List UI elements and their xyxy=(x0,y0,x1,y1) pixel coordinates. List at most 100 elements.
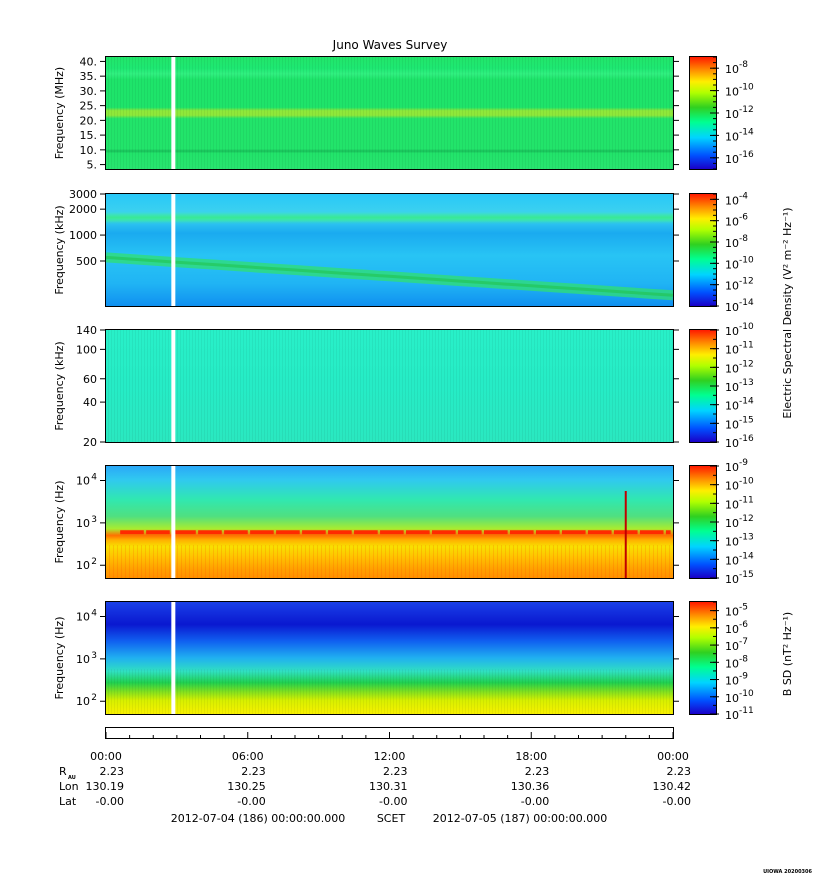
colorbar-tick-exponent: -10 xyxy=(739,477,754,487)
lowfreq-noise xyxy=(106,545,673,578)
y-tick-label: 10 xyxy=(76,517,90,530)
colorbar-tick-exponent: -9 xyxy=(739,672,748,682)
y-tick-exponent: 3 xyxy=(91,651,97,661)
colorbar-tick-exponent: -12 xyxy=(739,514,754,524)
colorbar-tick-label: 10 xyxy=(725,301,739,314)
y-axis-label: Frequency (Hz) xyxy=(53,481,66,564)
end-date: 2012-07-05 (187) 00:00:00.000 xyxy=(433,812,607,825)
colorbar-tick-exponent: -16 xyxy=(739,434,754,444)
colorbar-tick-exponent: -8 xyxy=(739,60,748,70)
y-tick-label: 10 xyxy=(76,653,90,666)
figure-title: Juno Waves Survey xyxy=(332,38,448,52)
panels: 40. 35. 30. 25.20. 15. 10. 5. Frequency (MHz) 10… xyxy=(53,55,754,722)
colorbar-tick-label: 10 xyxy=(725,237,739,250)
y-tick-exponent: 2 xyxy=(91,693,97,703)
time-axis-ticks xyxy=(105,732,674,738)
colorbar-frame xyxy=(689,193,717,307)
plot-frame xyxy=(105,193,674,307)
colorbar-tick-label: 10 xyxy=(725,623,739,636)
y-tick-label: 100 xyxy=(76,343,97,356)
y-axis-label: Frequency (Hz) xyxy=(53,617,66,700)
colorbar-tick-exponent: -13 xyxy=(739,533,754,543)
colorbar-tick-label: 10 xyxy=(725,692,739,705)
data-gap xyxy=(171,330,176,442)
colorbar-tick-exponent: -8 xyxy=(739,234,748,244)
colorbar-tick-label: 10 xyxy=(725,640,739,653)
time-label: 06:00 xyxy=(232,750,264,763)
colorbar-tick-exponent: -15 xyxy=(739,570,754,580)
colorbar xyxy=(690,194,716,306)
y-tick-label: 10 xyxy=(76,475,90,488)
y-tick-exponent: 4 xyxy=(91,473,97,483)
ephemeris-value: -0.00 xyxy=(379,795,407,808)
y-tick-exponent: 3 xyxy=(91,515,97,525)
panel-1: 40. 35. 30. 25.20. 15. 10. 5. Frequency (MHz) 10… xyxy=(53,55,754,171)
colorbar-tick-exponent: -10 xyxy=(739,255,754,265)
colorbar-tick-label: 10 xyxy=(725,554,739,567)
colorbar-tick-label: 10 xyxy=(725,130,739,143)
colorbar-tick-exponent: -8 xyxy=(739,654,748,664)
colorbar-tick-label: 10 xyxy=(725,418,739,431)
colorbar-tick-exponent: -4 xyxy=(739,191,748,201)
ephemeris-row-label: Lat xyxy=(59,795,77,808)
ephemeris-value: -0.00 xyxy=(663,795,691,808)
plot-frame xyxy=(105,465,674,579)
y-tick-label: 3000 xyxy=(69,188,97,201)
colorbar-tick-exponent: -10 xyxy=(739,322,754,332)
y-tick-label: 30. xyxy=(80,85,98,98)
y-tick-label: 500 xyxy=(76,255,97,268)
y-tick-label: 2000 xyxy=(69,203,97,216)
ephemeris-value: -0.00 xyxy=(521,795,549,808)
y-tick-label: 5. xyxy=(87,159,98,172)
colorbar-tick-exponent: -14 xyxy=(739,397,754,407)
plot-frame xyxy=(105,56,674,170)
descending-emission-core xyxy=(105,255,674,297)
colorbar-tick-label: 10 xyxy=(725,344,739,357)
y-tick-label: 35. xyxy=(80,70,98,83)
y-tick-label: 40. xyxy=(80,55,98,68)
colorbar-tick-label: 10 xyxy=(725,480,739,493)
y-tick-label: 40 xyxy=(83,396,97,409)
colorbar-tick-label: 10 xyxy=(725,657,739,670)
ephemeris-row-label: Lon xyxy=(59,780,79,793)
colorbar-tick-label: 10 xyxy=(725,86,739,99)
time-label: 00:00 xyxy=(90,750,122,763)
data-gap xyxy=(171,57,176,169)
colorbar-tick-label: 10 xyxy=(725,573,739,586)
y-tick-label: 10 xyxy=(76,559,90,572)
colorbar-tick-exponent: -15 xyxy=(739,415,754,425)
colorbar-tick-exponent: -12 xyxy=(739,277,754,287)
colorbar-tick-label: 10 xyxy=(725,381,739,394)
colorbar-tick-label: 10 xyxy=(725,437,739,450)
colorbar-tick-exponent: -14 xyxy=(739,298,754,308)
colorbar-tick-label: 10 xyxy=(725,258,739,271)
y-tick-exponent: 2 xyxy=(91,557,97,567)
y-tick-label: 20. xyxy=(80,114,98,127)
colorbar-tick-exponent: -12 xyxy=(739,105,754,115)
magnetic-colorbar-label: B SD (nT² Hz⁻¹) xyxy=(781,612,794,696)
ephemeris-value: 2.23 xyxy=(667,765,692,778)
start-date: 2012-07-04 (186) 00:00:00.000 xyxy=(171,812,345,825)
colorbar-tick-label: 10 xyxy=(725,325,739,338)
colorbar-tick-exponent: -13 xyxy=(739,378,754,388)
colorbar-tick-exponent: -14 xyxy=(739,127,754,137)
time-label: 00:00 xyxy=(657,750,689,763)
colorbar-tick-label: 10 xyxy=(725,517,739,530)
y-tick-label: 10 xyxy=(76,695,90,708)
y-tick-label: 60 xyxy=(83,373,97,386)
plot-frame xyxy=(105,601,674,715)
ephemeris-value: 2.23 xyxy=(100,765,125,778)
emission-band xyxy=(106,212,673,223)
colorbar-tick-exponent: -10 xyxy=(739,83,754,93)
y-tick-label: 20 xyxy=(83,436,97,449)
colorbar xyxy=(690,602,716,714)
colorbar-tick-label: 10 xyxy=(725,536,739,549)
noise-texture xyxy=(106,57,673,169)
ephemeris-value: 130.36 xyxy=(511,780,550,793)
noise-texture xyxy=(106,669,673,714)
colorbar-tick-label: 10 xyxy=(725,153,739,166)
